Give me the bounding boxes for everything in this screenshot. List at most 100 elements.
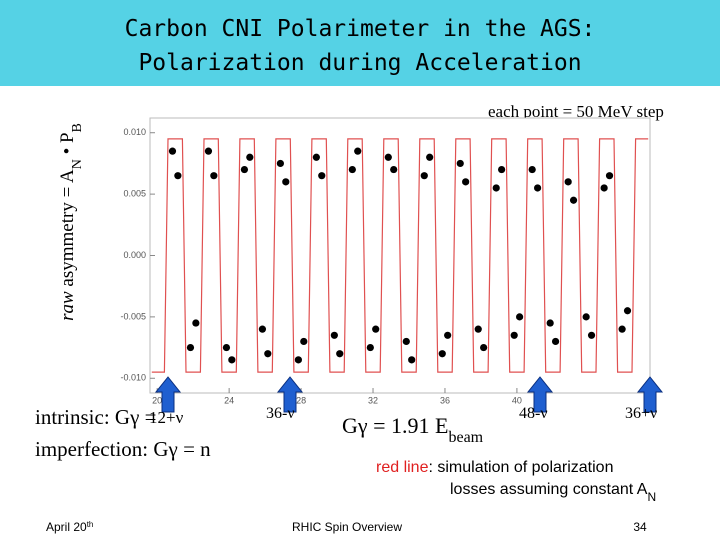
data-point bbox=[318, 172, 326, 180]
arrow bbox=[636, 376, 664, 413]
data-point bbox=[264, 350, 272, 358]
data-point bbox=[600, 184, 608, 192]
note: each point = 50 MeV step bbox=[488, 102, 664, 121]
data-point bbox=[258, 325, 267, 333]
y-label-part: asymmetry = A bbox=[57, 169, 78, 291]
data-point bbox=[402, 337, 410, 346]
x-tick-label: 32 bbox=[368, 395, 378, 405]
data-point bbox=[587, 331, 596, 339]
imperfection: imperfection: Gγ = n bbox=[35, 437, 211, 461]
data-point bbox=[312, 153, 320, 161]
red-note: losses assuming constant AN bbox=[450, 481, 656, 504]
header-band bbox=[0, 0, 720, 86]
y-label-sub: B bbox=[70, 123, 85, 132]
x-tick-label: 20 bbox=[152, 395, 162, 405]
data-point bbox=[516, 313, 524, 321]
data-point bbox=[605, 172, 614, 180]
data-point bbox=[528, 165, 536, 174]
data-point bbox=[354, 147, 362, 155]
data-point bbox=[426, 153, 434, 161]
data-point bbox=[623, 307, 632, 315]
arrow bbox=[276, 376, 304, 413]
red-note-text: : simulation of polarization bbox=[428, 459, 613, 476]
data-point bbox=[204, 147, 213, 155]
formula: Gγ = 1.91 Ebeam bbox=[342, 413, 484, 446]
title: Polarization during Acceleration bbox=[138, 50, 581, 76]
plot: 0.010 0.005 0.000 -0.005 -0.010 20 24 28 32 36 40 bbox=[120, 127, 649, 405]
arrow-label: 36-ν bbox=[266, 405, 295, 422]
y-tick-label: -0.010 bbox=[120, 373, 146, 383]
data-point bbox=[438, 350, 446, 358]
data-point bbox=[366, 343, 374, 352]
red-note-key: red line bbox=[376, 459, 429, 476]
data-point bbox=[546, 319, 554, 327]
footer-date-text: April 20 bbox=[46, 520, 87, 534]
x-tick-label: 36 bbox=[440, 395, 450, 405]
arrow bbox=[526, 376, 554, 413]
formula-main: Gγ = 1.91 E bbox=[342, 413, 448, 438]
data-point bbox=[444, 331, 452, 339]
y-axis-label: raw asymmetry = AN • PB bbox=[57, 123, 85, 321]
data-point bbox=[564, 178, 572, 186]
data-point bbox=[533, 184, 542, 192]
data-point bbox=[582, 313, 590, 321]
x-tick-label: 40 bbox=[512, 395, 522, 405]
red-note-text: losses assuming constant A bbox=[450, 481, 648, 498]
y-label-part: raw bbox=[57, 291, 78, 321]
data-point bbox=[492, 184, 500, 192]
data-point bbox=[420, 172, 428, 180]
intrinsic-label: intrinsic: Gγ = bbox=[35, 405, 156, 429]
data-point bbox=[456, 159, 464, 168]
data-point bbox=[168, 147, 177, 155]
data-point bbox=[246, 153, 254, 161]
data-point bbox=[300, 337, 308, 346]
data-point bbox=[618, 325, 626, 333]
data-point bbox=[551, 337, 560, 346]
data-point bbox=[408, 356, 416, 364]
arrow-label: 36+ν bbox=[625, 405, 657, 422]
data-point bbox=[372, 325, 380, 333]
x-tick-label: 24 bbox=[224, 395, 234, 405]
y-tick-label: 0.005 bbox=[123, 188, 146, 198]
formula-sub: beam bbox=[448, 429, 483, 446]
data-point bbox=[569, 196, 578, 204]
footer-page: 34 bbox=[633, 520, 647, 534]
arrow bbox=[154, 376, 182, 413]
intrinsic-value: 12+ν bbox=[149, 408, 184, 427]
data-point bbox=[498, 165, 506, 174]
data-point bbox=[282, 178, 290, 186]
x-tick-label: 28 bbox=[296, 395, 306, 405]
data-point bbox=[510, 331, 518, 339]
y-tick-label: 0.000 bbox=[123, 250, 146, 260]
data-point bbox=[210, 172, 218, 180]
data-point bbox=[474, 325, 482, 333]
title: Carbon CNI Polarimeter in the AGS: bbox=[125, 16, 596, 42]
data-point bbox=[186, 343, 195, 352]
red-note: red line: simulation of polarization bbox=[376, 459, 613, 476]
arrows bbox=[154, 376, 664, 413]
footer-date-sup: th bbox=[87, 520, 94, 529]
footer-center: RHIC Spin Overview bbox=[292, 520, 402, 534]
data-point bbox=[462, 178, 470, 186]
data-point bbox=[222, 343, 231, 352]
y-tick-label: 0.010 bbox=[123, 127, 146, 137]
red-note-sub: N bbox=[647, 490, 656, 504]
data-point bbox=[240, 165, 249, 174]
y-label-sub: N bbox=[70, 159, 85, 169]
data-point bbox=[192, 319, 200, 327]
y-label-part: • P bbox=[57, 132, 78, 159]
data-point bbox=[348, 165, 356, 174]
data-point bbox=[276, 159, 284, 168]
data-point bbox=[228, 356, 236, 364]
data-point bbox=[336, 350, 344, 358]
data-point bbox=[390, 165, 398, 174]
y-tick-label: -0.005 bbox=[120, 311, 146, 321]
data-point bbox=[174, 172, 182, 180]
footer-date: April 20th bbox=[46, 520, 93, 535]
data-point bbox=[480, 343, 488, 352]
data-point bbox=[330, 331, 338, 339]
simulation-line bbox=[151, 138, 649, 373]
data-point bbox=[294, 356, 302, 364]
arrow-label: 48-ν bbox=[519, 405, 548, 422]
